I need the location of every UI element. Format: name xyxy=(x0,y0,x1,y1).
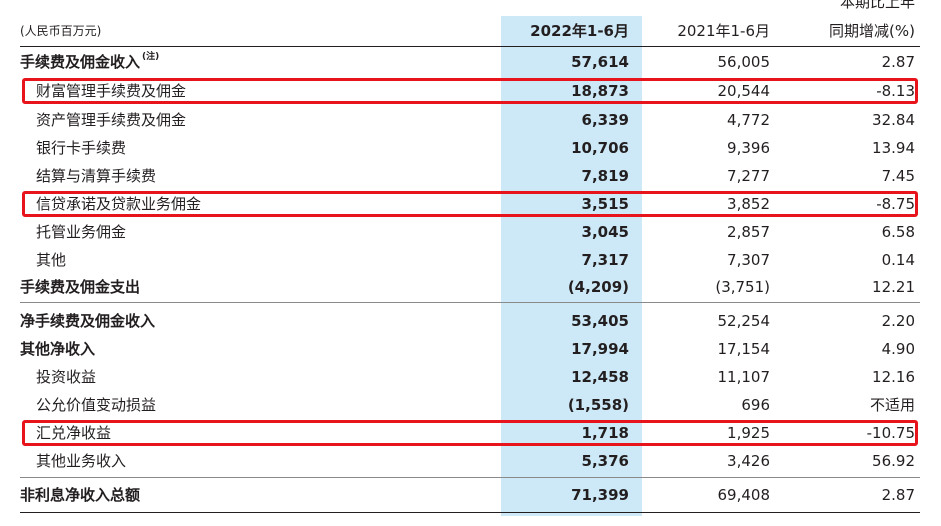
table-bottom-border xyxy=(20,512,920,513)
value-2021: 52,254 xyxy=(717,312,771,330)
value-2021: 17,154 xyxy=(717,340,771,358)
value-2022: 7,819 xyxy=(581,167,629,185)
unit-label: (人民币百万元) xyxy=(20,24,102,38)
header-2022-h1: 2022年1-6月 xyxy=(530,22,629,40)
table-row: 其他 7,317 7,307 0.14 xyxy=(0,246,941,274)
row-label: 公允价值变动损益 xyxy=(36,396,157,414)
value-2022: 18,873 xyxy=(571,82,629,100)
value-2022: (1,558) xyxy=(567,396,629,414)
value-2022: 17,994 xyxy=(571,340,629,358)
value-2022: 57,614 xyxy=(571,53,629,71)
value-2021: 9,396 xyxy=(727,139,770,157)
table-row: 资产管理手续费及佣金 6,339 4,772 32.84 xyxy=(0,106,941,134)
value-2021: 1,925 xyxy=(727,424,770,442)
row-label: 非利息净收入总额 xyxy=(20,486,141,504)
value-change: 2.20 xyxy=(881,312,915,330)
row-label: 银行卡手续费 xyxy=(36,139,127,157)
value-2022: 6,339 xyxy=(581,111,629,129)
row-label: 其他业务收入 xyxy=(36,452,127,470)
value-2021: 3,852 xyxy=(727,195,770,213)
table-row: 手续费及佣金支出 (4,209) (3,751) 12.21 xyxy=(0,273,941,301)
value-2022: 12,458 xyxy=(571,368,629,386)
current-period-column-highlight xyxy=(501,16,642,516)
value-change: 32.84 xyxy=(872,111,915,129)
table-row: 其他净收入 17,994 17,154 4.90 xyxy=(0,335,941,363)
row-label: 手续费及佣金收入 (注) xyxy=(20,52,160,71)
row-label: 投资收益 xyxy=(36,368,97,386)
value-change: 13.94 xyxy=(872,139,915,157)
value-2021: 69,408 xyxy=(717,486,771,504)
row-label: 托管业务佣金 xyxy=(36,223,127,241)
table-row: 公允价值变动损益 (1,558) 696 不适用 xyxy=(0,391,941,419)
table-row: 汇兑净收益 1,718 1,925 -10.75 xyxy=(0,419,941,447)
value-2022: 1,718 xyxy=(581,424,629,442)
header-divider xyxy=(20,46,920,47)
value-change: 6.58 xyxy=(881,223,915,241)
value-2022: 53,405 xyxy=(571,312,629,330)
table-row: 手续费及佣金收入 (注) 57,614 56,005 2.87 xyxy=(0,48,941,76)
value-2021: 696 xyxy=(741,396,770,414)
value-2021: 7,277 xyxy=(727,167,770,185)
value-2021: 20,544 xyxy=(717,82,771,100)
row-label: 信贷承诺及贷款业务佣金 xyxy=(36,195,202,213)
value-change: 2.87 xyxy=(881,486,915,504)
footnote-marker: (注) xyxy=(142,52,160,62)
row-label: 净手续费及佣金收入 xyxy=(20,312,156,330)
value-2021: (3,751) xyxy=(715,278,770,296)
value-2021: 11,107 xyxy=(717,368,771,386)
table-row: 托管业务佣金 3,045 2,857 6.58 xyxy=(0,218,941,246)
value-change: -10.75 xyxy=(866,424,915,442)
value-2022: 5,376 xyxy=(581,452,629,470)
value-2022: 7,317 xyxy=(581,251,629,269)
row-label: 财富管理手续费及佣金 xyxy=(36,82,187,100)
table-row: 财富管理手续费及佣金 18,873 20,544 -8.13 xyxy=(0,77,941,105)
header-change-line1: 本期比上年 xyxy=(839,0,915,11)
table-row: 其他业务收入 5,376 3,426 56.92 xyxy=(0,447,941,475)
value-2022: 3,515 xyxy=(581,195,629,213)
value-2021: 56,005 xyxy=(717,53,771,71)
value-change: 56.92 xyxy=(872,452,915,470)
table-row: 投资收益 12,458 11,107 12.16 xyxy=(0,363,941,391)
table-row: 信贷承诺及贷款业务佣金 3,515 3,852 -8.75 xyxy=(0,190,941,218)
total-divider xyxy=(20,477,920,478)
value-2022: (4,209) xyxy=(567,278,629,296)
value-change: 不适用 xyxy=(869,396,915,414)
annotation-box-fx-gain xyxy=(22,420,918,446)
header-change-line2: 同期增减(%) xyxy=(829,22,915,40)
section-divider xyxy=(20,302,920,303)
value-2022: 71,399 xyxy=(571,486,629,504)
annotation-box-wealth-management xyxy=(22,78,918,104)
value-2022: 3,045 xyxy=(581,223,629,241)
value-2022: 10,706 xyxy=(571,139,629,157)
row-label: 手续费及佣金支出 xyxy=(20,278,141,296)
value-change: 7.45 xyxy=(881,167,915,185)
row-label: 其他 xyxy=(36,251,67,269)
value-change: -8.13 xyxy=(876,82,915,100)
row-label: 结算与清算手续费 xyxy=(36,167,157,185)
table-row: 结算与清算手续费 7,819 7,277 7.45 xyxy=(0,162,941,190)
value-change: 4.90 xyxy=(881,340,915,358)
value-change: 2.87 xyxy=(881,53,915,71)
row-label: 汇兑净收益 xyxy=(36,424,112,442)
table-row: 银行卡手续费 10,706 9,396 13.94 xyxy=(0,134,941,162)
value-change: 0.14 xyxy=(881,251,915,269)
annotation-box-credit-commitment xyxy=(22,191,918,217)
row-label: 其他净收入 xyxy=(20,340,96,358)
value-2021: 7,307 xyxy=(727,251,770,269)
table-row: 非利息净收入总额 71,399 69,408 2.87 xyxy=(0,481,941,509)
value-2021: 4,772 xyxy=(727,111,770,129)
value-2021: 2,857 xyxy=(727,223,770,241)
value-change: 12.16 xyxy=(872,368,915,386)
row-label: 资产管理手续费及佣金 xyxy=(36,111,187,129)
value-2021: 3,426 xyxy=(727,452,770,470)
value-change: 12.21 xyxy=(872,278,915,296)
table-row: 净手续费及佣金收入 53,405 52,254 2.20 xyxy=(0,307,941,335)
header-2021-h1: 2021年1-6月 xyxy=(677,22,770,40)
value-change: -8.75 xyxy=(876,195,915,213)
